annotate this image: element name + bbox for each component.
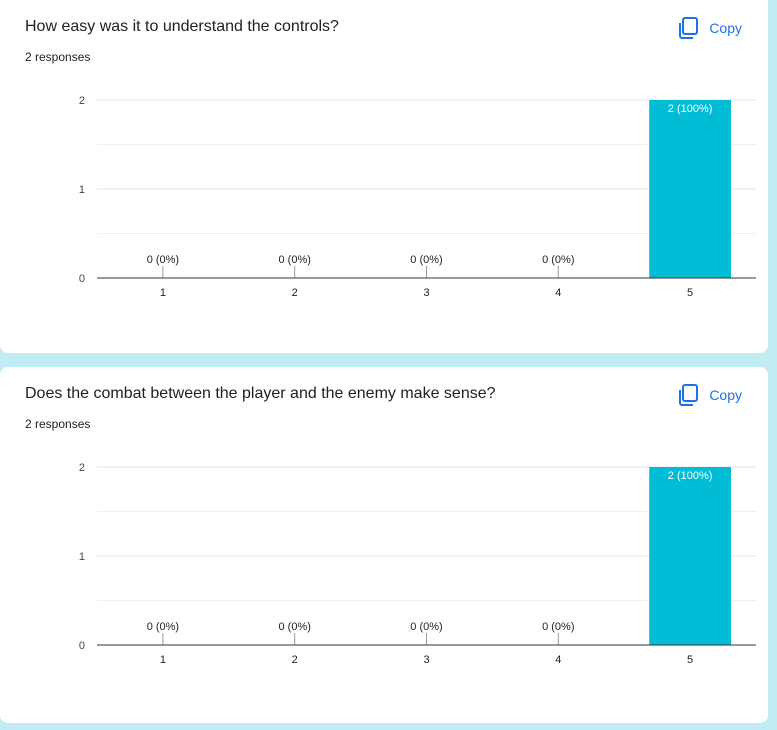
x-tick-label: 5 — [687, 654, 693, 666]
bar-chart: 0 1 2 0 (0%) 1 0 (0%) 2 0 (0%) 3 0 (0%) 4 2 (100%) 5 — [79, 95, 756, 299]
question-card: 0 1 2 0 (0%) 1 0 (0%) 2 0 (0%) 3 0 (0%) 4 2 (100%) 5… — [0, 0, 768, 353]
data-label: 0 (0%) — [278, 621, 310, 633]
bar[interactable] — [649, 467, 731, 645]
question-title: Does the combat between the player and t… — [25, 385, 496, 402]
y-tick-label: 2 — [79, 95, 85, 107]
data-label: 0 (0%) — [542, 621, 574, 633]
y-tick-label: 1 — [79, 551, 85, 563]
x-tick-label: 4 — [555, 287, 561, 299]
question-card: 0 1 2 0 (0%) 1 0 (0%) 2 0 (0%) 3 0 (0%) 4 2 (100%) 5… — [0, 367, 768, 723]
x-tick-label: 2 — [292, 287, 298, 299]
bar[interactable] — [649, 100, 731, 278]
copy-icon — [679, 17, 699, 39]
data-label: 2 (100%) — [668, 103, 713, 115]
x-tick-label: 3 — [423, 654, 429, 666]
x-tick-label: 5 — [687, 287, 693, 299]
x-tick-label: 1 — [160, 287, 166, 299]
data-label: 0 (0%) — [410, 254, 442, 266]
copy-chart-button[interactable]: Copy — [679, 382, 742, 408]
response-count: 2 responses — [25, 50, 91, 64]
x-tick-label: 4 — [555, 654, 561, 666]
x-tick-label: 1 — [160, 654, 166, 666]
copy-chart-button[interactable]: Copy — [679, 15, 742, 41]
x-tick-label: 2 — [292, 654, 298, 666]
data-label: 0 (0%) — [147, 254, 179, 266]
response-count: 2 responses — [25, 417, 91, 431]
copy-label: Copy — [709, 387, 742, 403]
y-tick-label: 0 — [79, 273, 85, 285]
question-title: How easy was it to understand the contro… — [25, 18, 339, 35]
bar-chart: 0 1 2 0 (0%) 1 0 (0%) 2 0 (0%) 3 0 (0%) 4 2 (100%) 5 — [79, 462, 756, 666]
y-tick-label: 2 — [79, 462, 85, 474]
data-label: 0 (0%) — [278, 254, 310, 266]
data-label: 2 (100%) — [668, 470, 713, 482]
data-label: 0 (0%) — [147, 621, 179, 633]
copy-icon — [679, 384, 699, 406]
y-tick-label: 1 — [79, 184, 85, 196]
data-label: 0 (0%) — [542, 254, 574, 266]
data-label: 0 (0%) — [410, 621, 442, 633]
y-tick-label: 0 — [79, 640, 85, 652]
x-tick-label: 3 — [423, 287, 429, 299]
copy-label: Copy — [709, 20, 742, 36]
